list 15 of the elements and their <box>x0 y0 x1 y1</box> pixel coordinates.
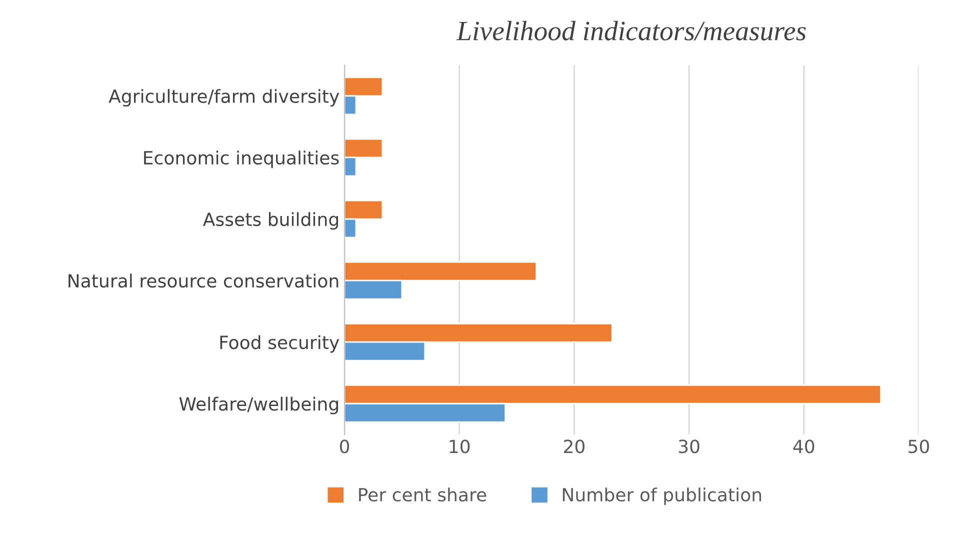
chart-title: Livelihood indicators/measures <box>456 20 806 40</box>
y-tick-label: Natural resource conservation <box>68 274 338 288</box>
legend-label: Per cent share <box>359 488 486 502</box>
x-tick-label: 10 <box>450 440 470 454</box>
x-tick-label: 50 <box>908 440 930 454</box>
y-tick-label: Economic inequalities <box>144 150 339 168</box>
x-tick-label: 30 <box>678 440 700 454</box>
x-tick-label: 40 <box>793 440 814 454</box>
y-tick-label: Assets building <box>202 212 338 230</box>
x-tick-label: 20 <box>564 440 584 454</box>
y-tick-label: Food security <box>220 335 340 353</box>
legend-label: Number of publication <box>562 488 762 506</box>
y-tick-label: Agriculture/farm diversity <box>108 89 340 107</box>
y-tick-label: Welfare/wellbeing <box>179 396 338 414</box>
x-tick-label: 0 <box>340 440 350 454</box>
